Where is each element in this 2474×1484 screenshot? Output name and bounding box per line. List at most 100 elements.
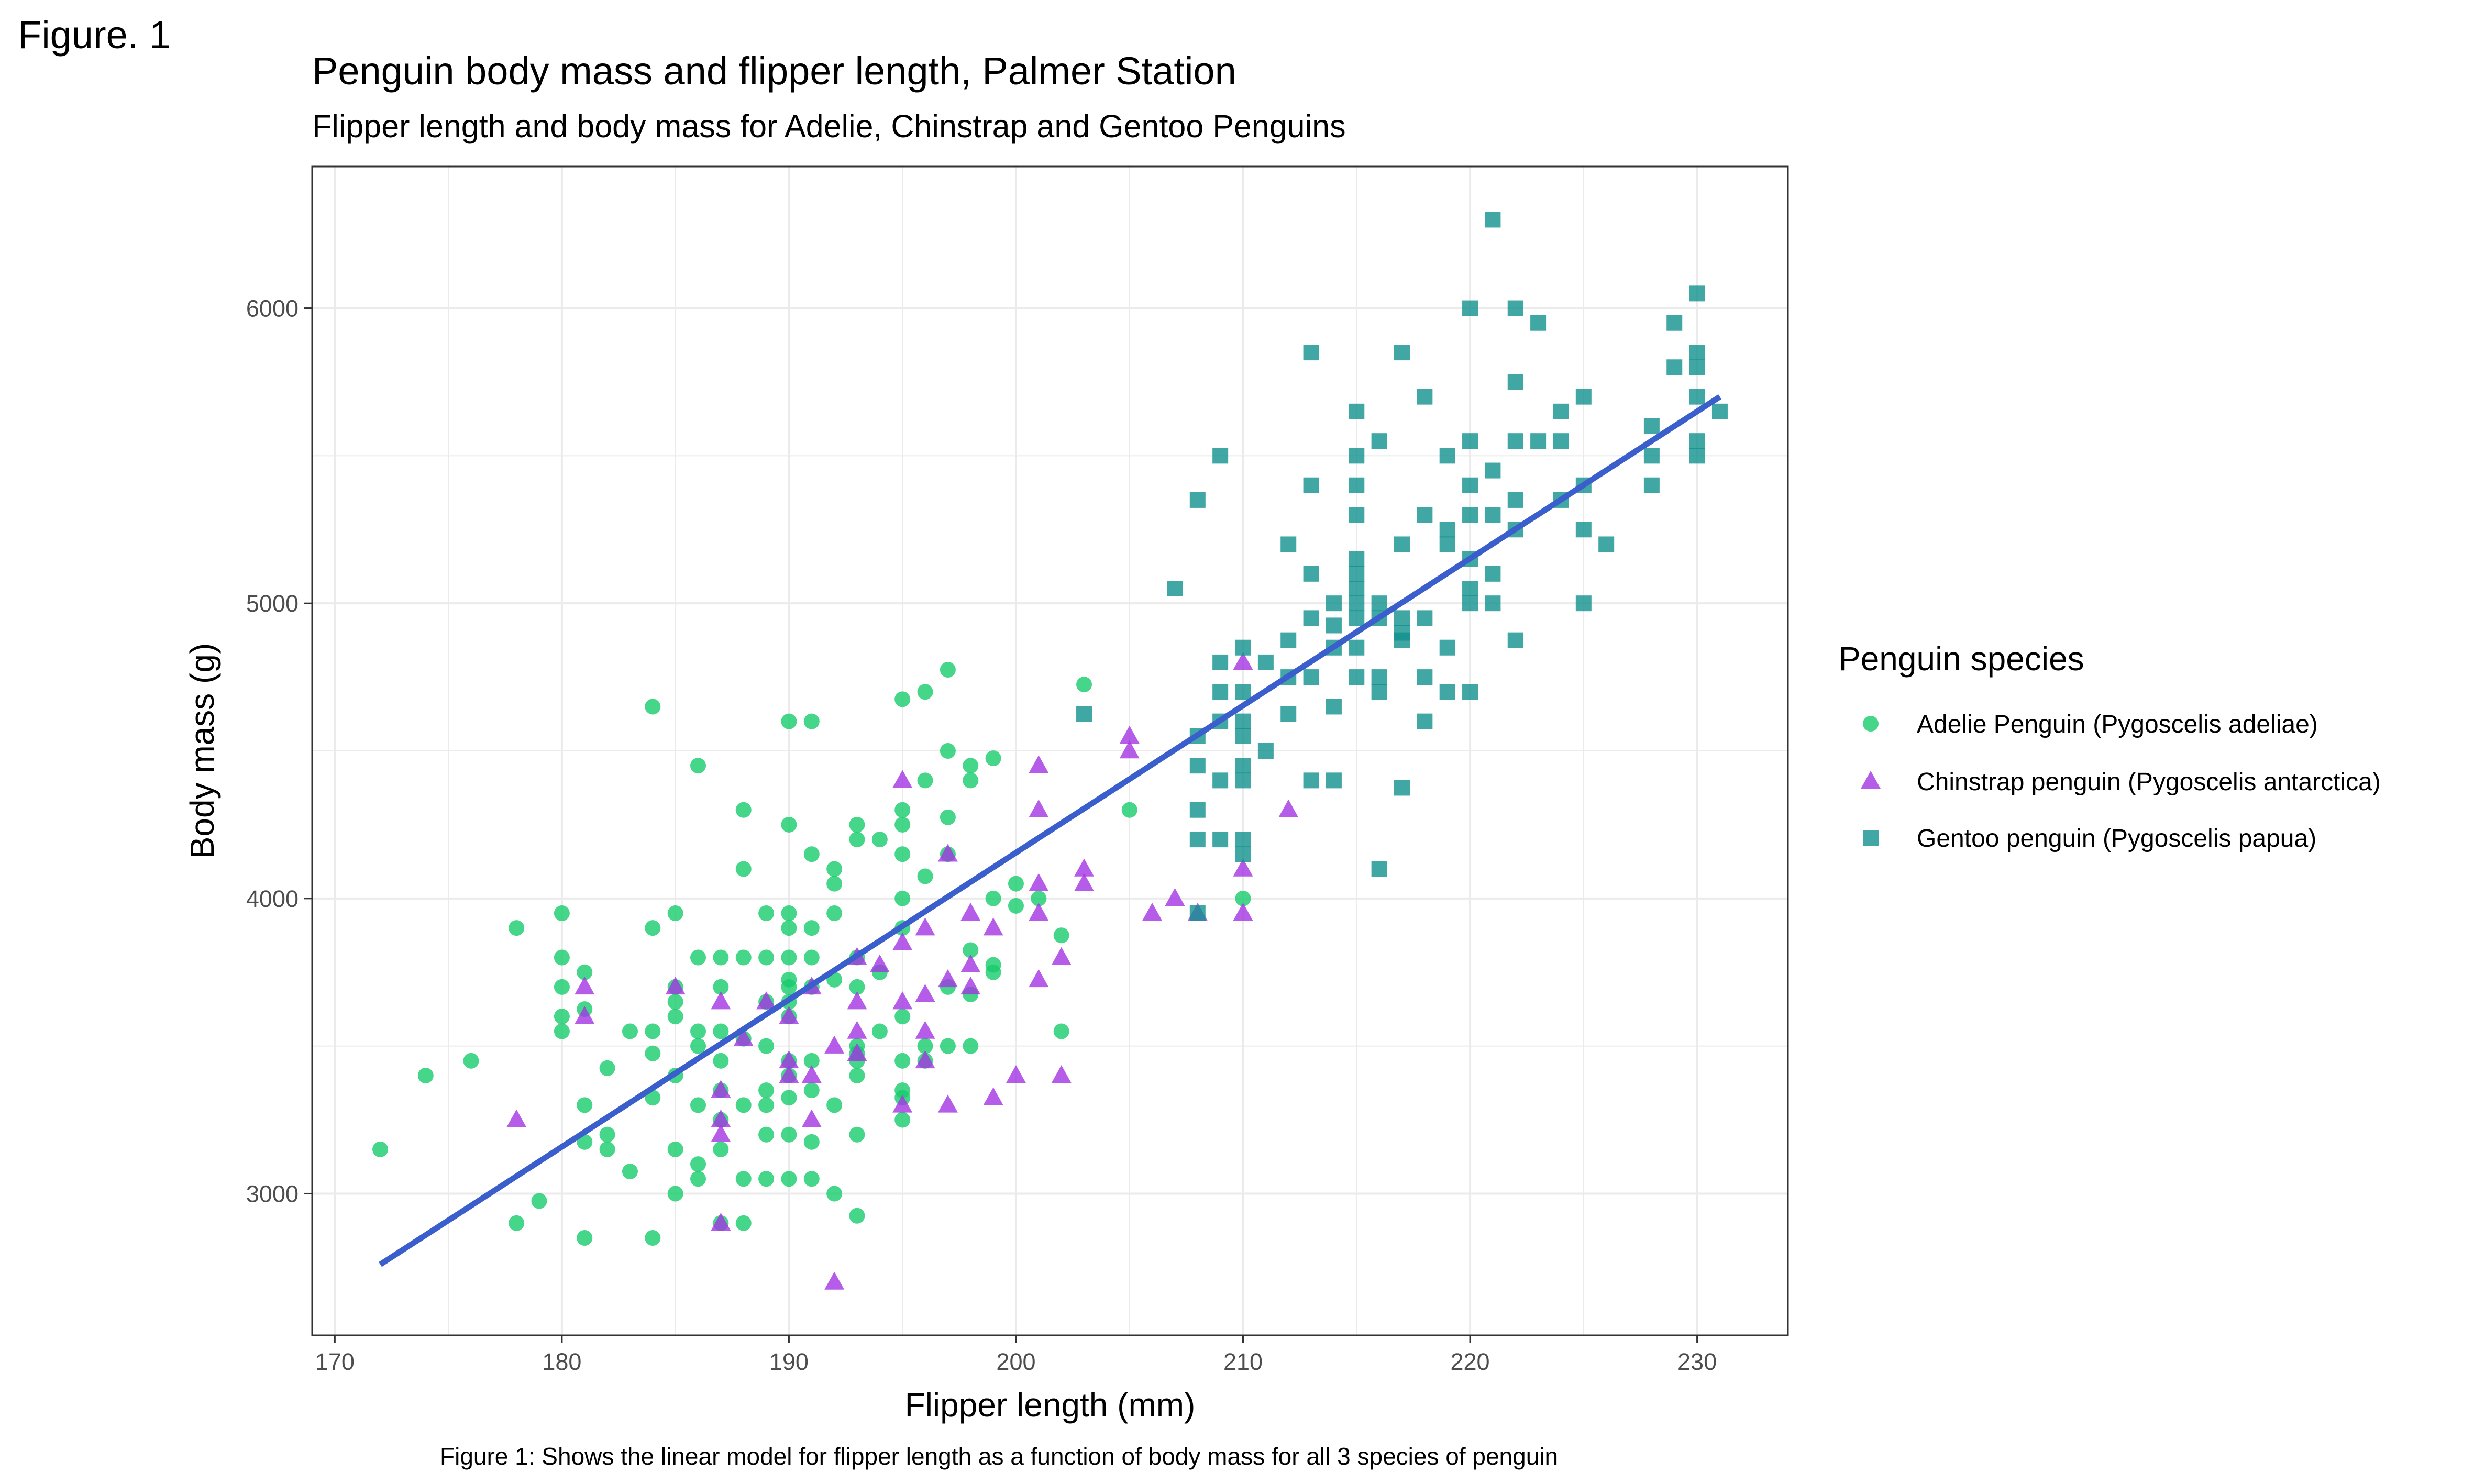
x-tick-label: 230 [1677,1348,1717,1375]
adelie-point [1053,1023,1069,1039]
gentoo-point [1326,617,1342,634]
chinstrap-point [1074,858,1095,877]
adelie-point [713,979,729,995]
chinstrap-point [1029,969,1049,988]
adelie-point [599,1126,615,1143]
chinstrap-point [711,991,731,1010]
adelie-point [849,1208,865,1224]
gentoo-point [1280,536,1297,552]
gentoo-point [1417,389,1433,405]
adelie-point [849,979,865,995]
gentoo-point [1643,418,1660,434]
gentoo-point [1553,433,1569,449]
x-tick-label: 170 [315,1348,355,1375]
x-tick-label: 220 [1450,1348,1489,1375]
figure-label: Figure. 1 [18,13,171,57]
adelie-point [803,1082,820,1099]
gentoo-point [1235,846,1251,862]
gentoo-point [1235,832,1251,848]
gentoo-point [1439,448,1455,464]
adelie-point [713,949,729,966]
adelie-point [803,920,820,936]
chinstrap-point [575,1006,595,1024]
gentoo-point [1212,684,1229,700]
adelie-point [894,890,911,906]
y-tick-label: 3000 [246,1180,299,1207]
chinstrap-point [801,1065,822,1083]
gentoo-point [1507,492,1523,508]
gentoo-point [1189,832,1206,848]
adelie-point [940,743,956,759]
chinstrap-point [779,1065,799,1083]
adelie-point [917,684,933,700]
adelie-point [713,1023,729,1039]
chinstrap-point [983,1087,1003,1105]
chinstrap-point [1029,873,1049,891]
y-axis: 3000 4000 5000 6000 [246,295,312,1207]
chinstrap-point [711,1109,731,1127]
gentoo-point [1349,610,1365,626]
gentoo-point [1485,507,1501,523]
gentoo-point [1235,713,1251,729]
chinstrap-point [847,1021,867,1039]
gentoo-point [1257,654,1274,670]
adelie-point [1031,890,1047,906]
gentoo-point [1462,581,1478,596]
gentoo-point [1462,684,1478,700]
chinstrap-point [937,969,958,988]
gentoo-point [1711,403,1728,419]
gentoo-point [1462,595,1478,612]
chinstrap-point [1278,799,1299,817]
adelie-point [690,1171,706,1187]
gentoo-point [1689,345,1705,361]
x-tick-label: 180 [542,1348,581,1375]
adelie-point [735,861,752,877]
chinstrap-point [915,984,935,1002]
adelie-point [963,758,979,774]
gentoo-point [1349,669,1365,685]
gentoo-point [1507,433,1523,449]
gentoo-point [1462,300,1478,316]
chinstrap-point [915,917,935,936]
gentoo-point [1598,536,1615,552]
gentoo-point [1439,639,1455,656]
legend-title: Penguin species [1838,640,2084,678]
gentoo-point [1439,522,1455,538]
chinstrap-point [1233,858,1253,877]
x-axis: 170 180 190 200 210 220 230 [315,1335,1717,1375]
chinstrap-point [779,1006,799,1024]
gentoo-point [1689,433,1705,449]
chinstrap-point [1051,1065,1072,1083]
adelie-point [509,920,525,936]
legend: Penguin species Adelie Penguin (Pygoscel… [1838,640,2381,852]
chinstrap-point [711,1212,731,1231]
chinstrap-point [575,976,595,995]
adelie-point [940,662,956,678]
gentoo-point [1575,522,1592,538]
gentoo-point [1326,595,1342,612]
adelie-point [1235,890,1251,906]
adelie-point [690,1097,706,1113]
gentoo-point [1417,669,1433,685]
adelie-point [894,1053,911,1069]
adelie-point [963,1038,979,1054]
chinstrap-point [847,991,867,1010]
adelie-point [554,979,570,995]
adelie-point [667,1141,683,1157]
adelie-point [645,1045,661,1061]
gentoo-point [1439,684,1455,700]
chinstrap-point [1119,740,1140,759]
adelie-point [917,868,933,884]
gentoo-point [1349,581,1365,596]
gentoo-point [1280,632,1297,648]
gentoo-point [1212,448,1229,464]
adelie-point [735,1215,752,1231]
adelie-point [803,949,820,966]
x-tick-label: 210 [1223,1348,1263,1375]
adelie-point [554,1009,570,1025]
gentoo-point [1303,345,1319,361]
adelie-point [577,1097,593,1113]
gentoo-point [1212,832,1229,848]
figure-caption: Figure 1: Shows the linear model for fli… [440,1443,1558,1470]
adelie-point [735,1171,752,1187]
